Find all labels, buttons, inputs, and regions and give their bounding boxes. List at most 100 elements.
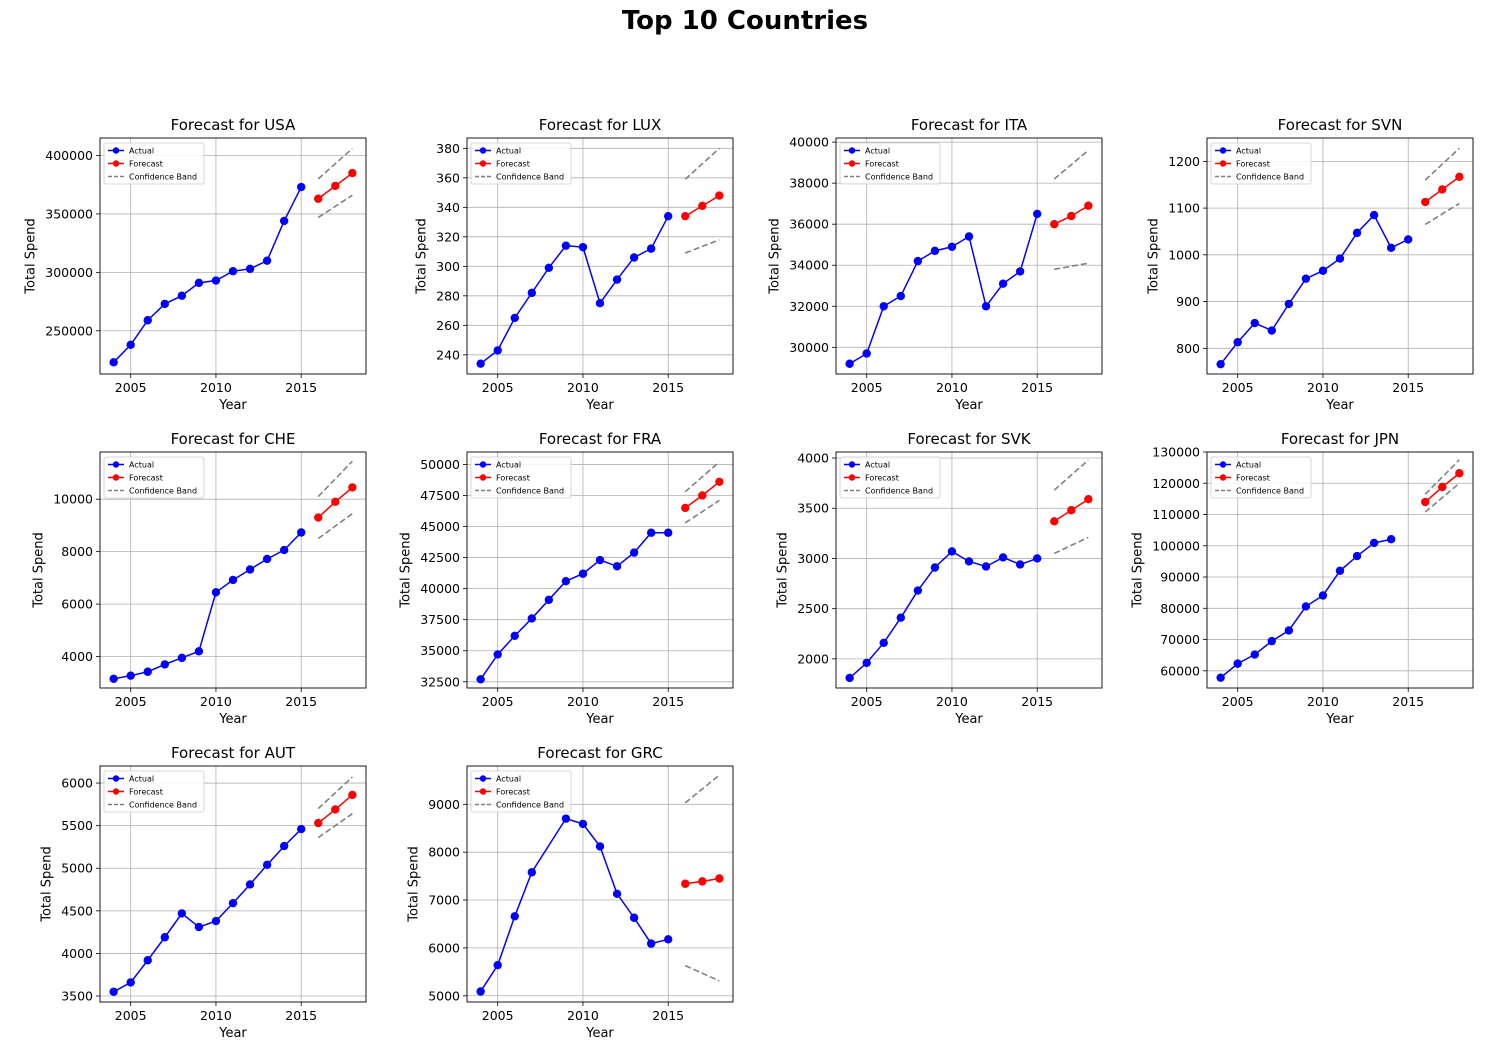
y-tick-label: 300000 xyxy=(45,265,93,280)
forecast-point xyxy=(715,477,724,487)
y-axis-label: Total Spend xyxy=(768,218,783,295)
forecast-point xyxy=(331,497,340,507)
confidence-lower-line xyxy=(317,813,353,839)
legend-box xyxy=(103,456,205,499)
axes-frame xyxy=(466,451,734,689)
actual-point xyxy=(510,912,519,921)
actual-point xyxy=(646,244,656,253)
actual-point xyxy=(493,650,502,659)
actual-point xyxy=(930,563,940,572)
forecast-point xyxy=(1084,201,1093,210)
legend-label-actual: Actual xyxy=(129,775,154,784)
y-axis-label: Total Spend xyxy=(24,218,39,295)
legend-marker-actual xyxy=(112,461,120,468)
legend-label-actual: Actual xyxy=(129,147,154,156)
legend-box xyxy=(1210,456,1312,499)
actual-point xyxy=(297,182,306,192)
legend-marker-forecast xyxy=(848,160,856,167)
axes-frame xyxy=(466,137,734,375)
actual-point xyxy=(578,242,588,252)
panel-5: 2005 2010 2015 32500 35000 37500 40000 42500 450… xyxy=(399,430,734,727)
panel-title: Forecast for SVK xyxy=(907,430,1031,448)
actual-point xyxy=(1015,560,1025,569)
forecast-point xyxy=(1421,497,1430,507)
legend-box xyxy=(103,142,205,185)
panel-title: Forecast for USA xyxy=(171,116,296,134)
x-axis-label: Year xyxy=(218,712,247,727)
legend-box xyxy=(839,456,941,499)
legend-label-forecast: Forecast xyxy=(496,160,530,169)
y-axis-label: Total Spend xyxy=(32,532,47,609)
actual-point xyxy=(595,555,605,565)
actual-point xyxy=(527,614,536,623)
actual-point xyxy=(1369,538,1379,548)
x-axis-label: Year xyxy=(585,1026,614,1041)
y-tick-label: 8000 xyxy=(428,845,460,860)
actual-point xyxy=(1386,535,1396,544)
legend-label-band: Confidence Band xyxy=(496,801,564,810)
actual-point xyxy=(476,987,485,996)
legend-label-actual: Actual xyxy=(865,147,890,156)
actual-point xyxy=(845,359,854,368)
legend-marker-forecast xyxy=(1219,474,1227,481)
legend-label-actual: Actual xyxy=(129,461,154,470)
legend: Actual Forecast Confidence Band xyxy=(839,456,941,499)
actual-point xyxy=(245,880,255,889)
actual-point xyxy=(160,660,169,669)
actual-point xyxy=(279,841,289,851)
actual-line xyxy=(849,213,1038,365)
actual-point xyxy=(1386,243,1396,253)
confidence-lower-line xyxy=(684,499,720,524)
actual-point xyxy=(1233,338,1242,347)
axes-frame xyxy=(99,765,367,1003)
x-tick-label: 2015 xyxy=(285,694,317,709)
legend-label-band: Confidence Band xyxy=(1236,173,1304,182)
legend-marker-actual xyxy=(1219,147,1227,154)
legend-label-actual: Actual xyxy=(1236,147,1261,156)
y-tick-label: 34000 xyxy=(789,258,829,273)
forecast-point xyxy=(1421,197,1430,207)
actual-point xyxy=(109,674,118,684)
actual-point xyxy=(1318,266,1328,275)
legend-label-actual: Actual xyxy=(496,775,521,784)
x-axis-label: Year xyxy=(218,398,247,413)
confidence-upper-line xyxy=(1424,459,1460,495)
y-tick-label: 5000 xyxy=(428,988,460,1003)
y-axis-label: Total Spend xyxy=(775,532,790,609)
actual-point xyxy=(1301,602,1311,611)
y-tick-label: 10000 xyxy=(53,492,93,507)
y-tick-label: 9000 xyxy=(428,797,460,812)
actual-point xyxy=(664,528,673,537)
legend-box xyxy=(470,456,572,499)
legend-marker-forecast xyxy=(848,474,856,481)
legend: Actual Forecast Confidence Band xyxy=(839,142,941,185)
legend-box xyxy=(839,142,941,185)
confidence-lower-line xyxy=(317,512,353,540)
y-tick-label: 50000 xyxy=(420,457,460,472)
actual-line xyxy=(480,817,669,992)
panel-title: Forecast for LUX xyxy=(539,116,662,134)
y-tick-label: 360 xyxy=(436,170,460,185)
y-axis-label: Total Spend xyxy=(414,218,429,295)
legend-label-band: Confidence Band xyxy=(129,487,197,496)
y-tick-label: 60000 xyxy=(1160,663,1200,678)
legend-marker-actual xyxy=(112,775,120,782)
forecast-point xyxy=(1067,211,1076,221)
y-tick-label: 3000 xyxy=(797,551,829,566)
confidence-lower-line xyxy=(317,194,353,219)
actual-point xyxy=(629,253,639,262)
actual-point xyxy=(160,933,169,942)
actual-point xyxy=(896,613,905,622)
y-tick-label: 38000 xyxy=(789,176,829,191)
actual-point xyxy=(561,814,571,823)
legend-marker-actual xyxy=(1219,461,1227,468)
panel-3: 2005 2010 2015 800 900 1000 1100 1200 Forecast f… xyxy=(1146,116,1474,413)
panel-title: Forecast for FRA xyxy=(539,430,662,448)
y-tick-label: 42500 xyxy=(420,550,460,565)
actual-point xyxy=(493,346,502,355)
x-tick-label: 2010 xyxy=(936,380,968,395)
y-tick-label: 2000 xyxy=(797,651,829,666)
x-axis-label: Year xyxy=(1325,712,1354,727)
actual-point xyxy=(126,978,135,987)
y-tick-label: 240 xyxy=(436,347,460,362)
